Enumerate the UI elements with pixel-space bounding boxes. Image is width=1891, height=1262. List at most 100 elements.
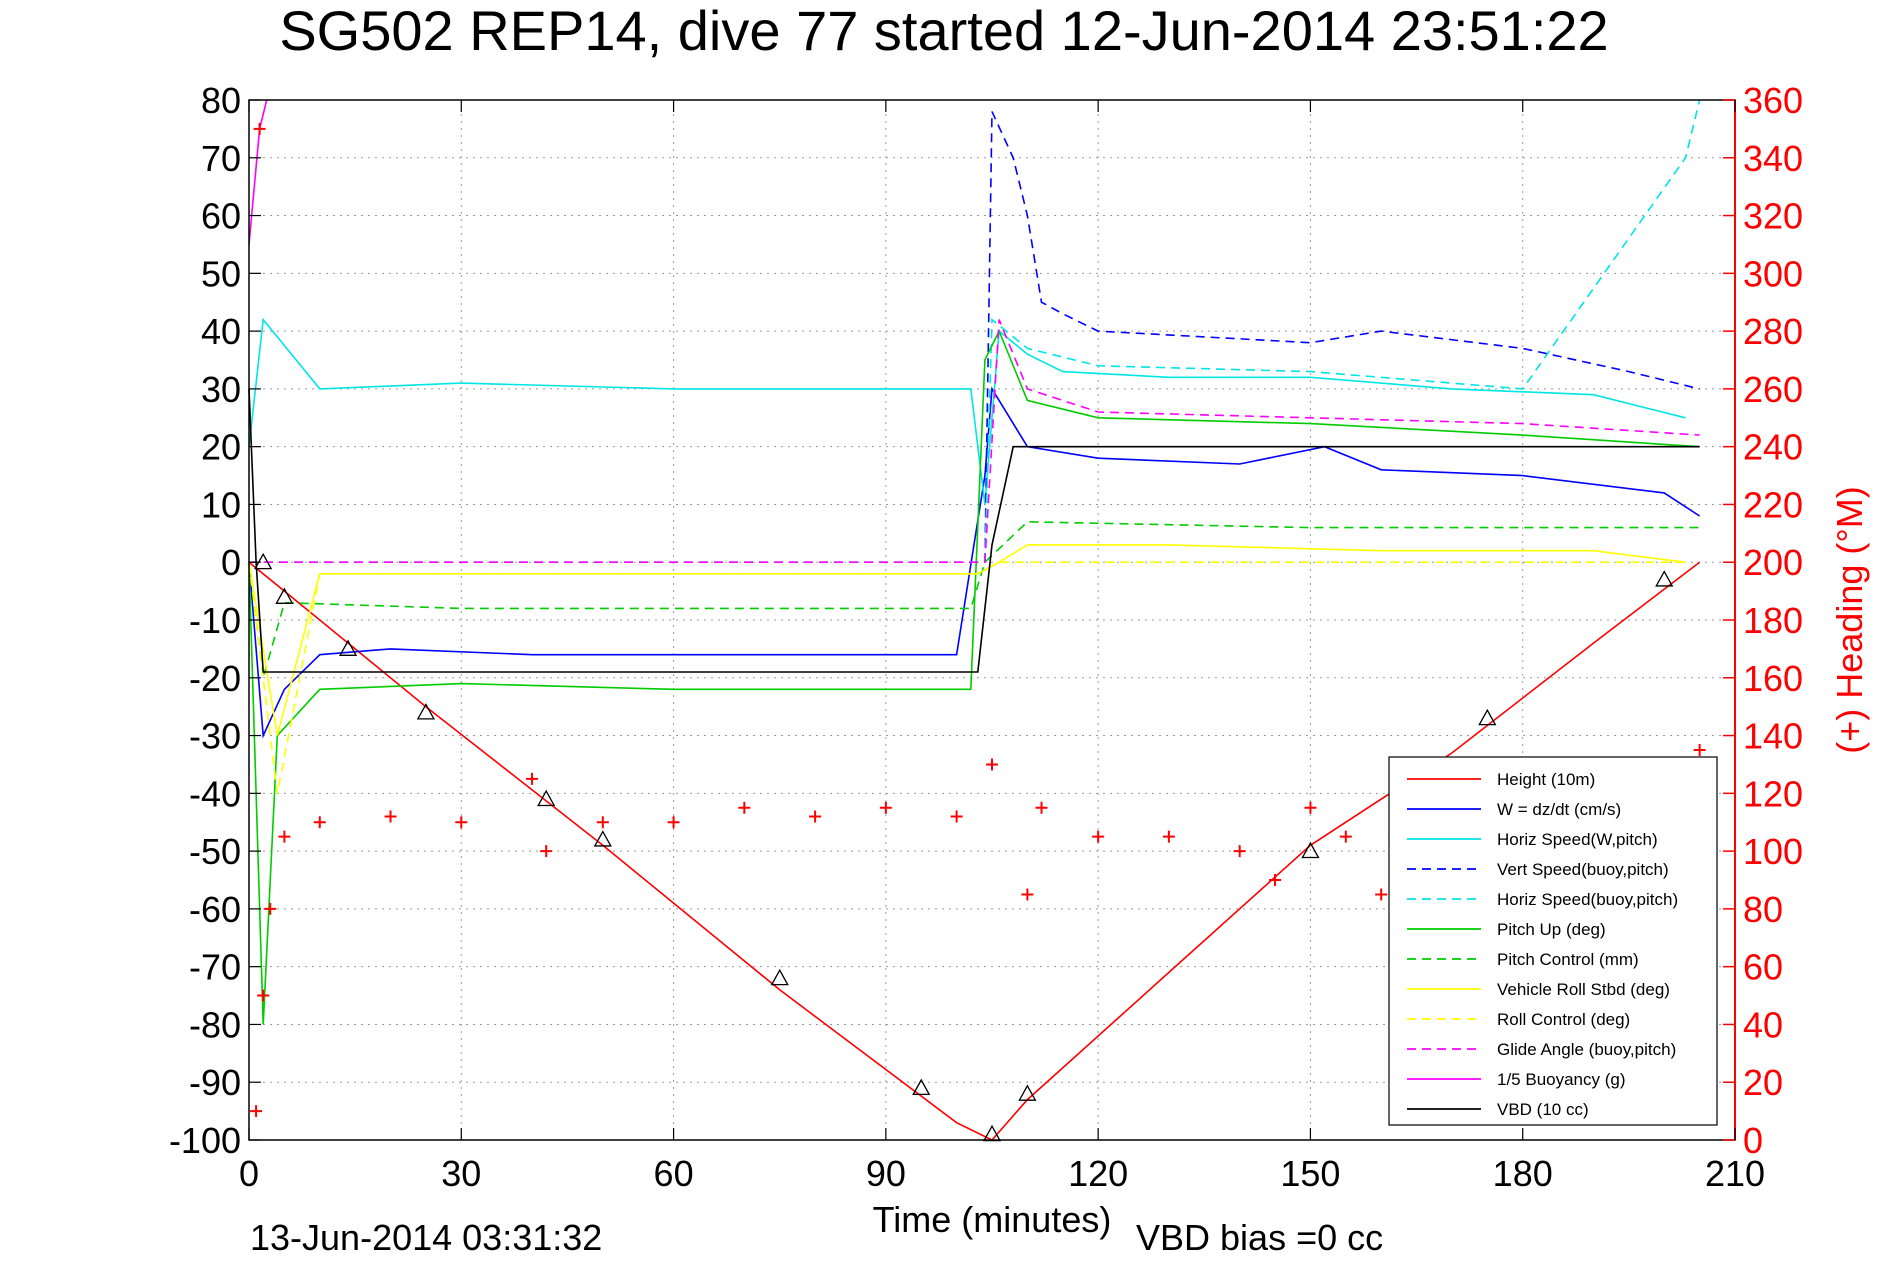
y-right-tick-label: 340 [1743,138,1803,179]
legend-entry: Height (10m) [1497,770,1595,789]
heading-point [667,816,680,829]
y-right-tick-label: 180 [1743,600,1803,641]
y-left-tick-label: -90 [189,1062,241,1103]
legend-entry: Horiz Speed(buoy,pitch) [1497,890,1678,909]
y-left-tick-label: 60 [201,196,241,237]
heading-point [384,810,397,823]
heading-point [264,902,277,915]
depth-marker [338,639,358,656]
legend-entry: VBD (10 cc) [1497,1100,1589,1119]
heading-point [1233,845,1246,858]
depth-marker [1018,1084,1037,1101]
heading-point [596,816,609,829]
legend-entry: Horiz Speed(W,pitch) [1497,830,1658,849]
y-left-tick-label: -10 [189,600,241,641]
series-line [984,111,1700,563]
x-axis-ticks: 0 30 60 90 120 150 180 210 [239,100,1765,1194]
legend-entry: Vert Speed(buoy,pitch) [1497,860,1669,879]
y-right-tick-label: 40 [1743,1004,1783,1045]
heading-point [526,772,539,785]
x-tick-label: 180 [1493,1153,1553,1194]
heading-point [455,816,468,829]
y-right-tick-label: 100 [1743,831,1803,872]
y-right-tick-label: 80 [1743,889,1783,930]
depth-marker [593,830,612,847]
y-right-tick-label: 240 [1743,427,1803,468]
x-tick-label: 60 [654,1153,694,1194]
y-right-tick-label: 60 [1743,947,1783,988]
heading-point [313,816,326,829]
heading-point [1375,888,1388,901]
heading-point [1339,830,1352,843]
left-axis-ticks: 80 70 60 50 40 30 20 10 0 -10 -20 -30 -40 -50 -60 -70 -8… [169,80,261,1161]
series-layer [248,99,1701,1141]
y-right-tick-label: 0 [1743,1120,1763,1161]
legend-entry: W = dz/dt (cm/s) [1497,800,1621,819]
y-left-tick-label: 10 [201,484,241,525]
y-left-tick-label: 0 [221,542,241,583]
heading-point [950,810,963,823]
legend: Height (10m) W = dz/dt (cm/s) Horiz Speed(… [1388,756,1718,1126]
chart-title: SG502 REP14, dive 77 started 12-Jun-2014… [279,0,1608,62]
heading-point [1035,801,1048,814]
heading-point [1162,830,1175,843]
footer-vbd-bias: VBD bias =0 cc [1136,1217,1383,1258]
x-axis-label: Time (minutes) [873,1199,1112,1240]
series-line [248,386,1701,739]
series-line [248,388,1700,673]
series-line [248,99,268,245]
heading-point [257,989,270,1002]
y-right-tick-label: 140 [1743,716,1803,757]
series-line [249,99,1701,564]
y-left-tick-label: -40 [189,773,241,814]
x-tick-label: 210 [1705,1153,1765,1194]
legend-entry: Pitch Up (deg) [1497,920,1606,939]
y-right-tick-label: 280 [1743,311,1803,352]
x-tick-label: 0 [239,1153,259,1194]
legend-entry: Roll Control (deg) [1497,1010,1630,1029]
y-right-tick-label: 320 [1743,196,1803,237]
y-left-tick-label: -100 [169,1120,241,1161]
depth-marker [1655,570,1674,587]
y-right-tick-label: 220 [1743,484,1803,525]
y-right-tick-label: 20 [1743,1062,1783,1103]
series-line [248,561,1686,794]
legend-box [1388,756,1718,1126]
y-right-tick-label: 120 [1743,773,1803,814]
depth-marker [537,789,556,807]
y-left-tick-label: 30 [201,369,241,410]
y-right-tick-label: 160 [1743,658,1803,699]
heading-point [1092,830,1105,843]
footer-timestamp: 13-Jun-2014 03:31:32 [250,1217,602,1258]
x-tick-label: 120 [1068,1153,1128,1194]
y-right-tick-label: 260 [1743,369,1803,410]
x-tick-label: 90 [866,1153,906,1194]
heading-point [250,1105,263,1118]
heading-point [253,122,266,135]
y-left-tick-label: 80 [201,80,241,121]
y-right-tick-label: 300 [1743,253,1803,294]
y-right-tick-label: 360 [1743,80,1803,121]
y-left-tick-label: 70 [201,138,241,179]
series-line [248,561,1701,1141]
depth-marker [254,552,273,570]
legend-entry: 1/5 Buoyancy (g) [1497,1070,1626,1089]
right-axis-ticks: 3603403203002802602402202001801601401201… [1723,80,1803,1161]
y-left-tick-label: -70 [189,947,241,988]
y-left-tick-label: 40 [201,311,241,352]
series-line [248,317,1686,505]
heading-point [738,801,751,814]
depth-marker [1478,708,1497,726]
y-left-tick-label: -80 [189,1004,241,1045]
y-right-tick-label: 200 [1743,542,1803,583]
heading-point [1304,801,1317,814]
legend-entry: Glide Angle (buoy,pitch) [1497,1040,1676,1059]
heading-point [879,801,892,814]
heading-point [986,758,998,771]
series-line [249,319,1700,564]
legend-entry: Vehicle Roll Stbd (deg) [1497,980,1670,999]
y-left-tick-label: 50 [201,253,241,294]
depth-marker [275,587,294,604]
series-line [248,520,1700,679]
